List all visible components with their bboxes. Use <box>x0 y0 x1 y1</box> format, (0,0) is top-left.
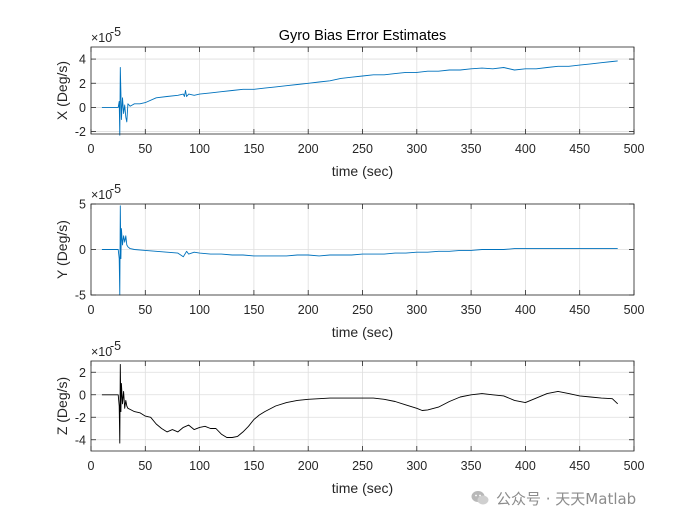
x-tick-label: 400 <box>515 142 536 156</box>
x-tick-label: 400 <box>515 303 536 317</box>
x-tick-label: 50 <box>138 459 152 473</box>
series-line-1 <box>101 60 618 136</box>
x-tick-label: 350 <box>461 459 482 473</box>
y-tick-label: 2 <box>79 366 86 380</box>
x-tick-label: 100 <box>189 459 210 473</box>
exponent-power: -5 <box>110 25 121 39</box>
subplot-3: 0 50 100 150 200 250 300 350 400 450 500 -4 -2 0 2 ×10-… <box>54 339 644 496</box>
y-tick-label: -4 <box>75 433 86 447</box>
x-tick-label: 300 <box>406 142 427 156</box>
y-tick-label: -2 <box>75 125 86 139</box>
wechat-icon <box>471 491 489 505</box>
x-tick-label: 50 <box>138 303 152 317</box>
x-axis-label: time (sec) <box>332 324 393 340</box>
x-tick-label: 450 <box>569 142 590 156</box>
exponent-base: ×10 <box>91 188 112 202</box>
x-tick-label: 0 <box>88 459 95 473</box>
x-tick-label: 500 <box>624 142 645 156</box>
y-tick-label: 5 <box>79 198 86 212</box>
y-tick-label: 2 <box>79 77 86 91</box>
x-tick-label: 100 <box>189 142 210 156</box>
x-tick-label: 400 <box>515 459 536 473</box>
y-tick-label: -5 <box>75 289 86 303</box>
exponent-base: ×10 <box>91 345 112 359</box>
y-axis-label: Z (Deg/s) <box>54 377 70 435</box>
x-tick-label: 150 <box>243 303 264 317</box>
y-tick-label: 0 <box>79 388 86 402</box>
x-tick-label: 100 <box>189 303 210 317</box>
exponent-power: -5 <box>110 339 121 353</box>
x-tick-label: 200 <box>298 459 319 473</box>
y-tick-label: 0 <box>79 101 86 115</box>
x-tick-label: 0 <box>88 142 95 156</box>
y-tick-label: 0 <box>79 243 86 257</box>
x-tick-label: 250 <box>352 303 373 317</box>
series-line-2 <box>101 205 618 296</box>
x-tick-label: 350 <box>461 303 482 317</box>
watermark: 公众号 · 天天Matlab <box>470 487 636 509</box>
x-tick-label: 50 <box>138 142 152 156</box>
x-tick-label: 250 <box>352 459 373 473</box>
x-tick-label: 450 <box>569 303 590 317</box>
x-tick-label: 250 <box>352 142 373 156</box>
x-tick-label: 150 <box>243 142 264 156</box>
series-line-3 <box>101 363 619 444</box>
exponent-power: -5 <box>110 182 121 196</box>
x-tick-label: 200 <box>298 142 319 156</box>
y-tick-label: 4 <box>79 53 86 67</box>
x-axis-label: time (sec) <box>332 480 393 496</box>
x-tick-label: 200 <box>298 303 319 317</box>
exponent-base: ×10 <box>91 31 112 45</box>
x-tick-label: 450 <box>569 459 590 473</box>
watermark-text: 公众号 · 天天Matlab <box>496 489 637 508</box>
x-tick-label: 500 <box>624 459 645 473</box>
y-axis-label: X (Deg/s) <box>54 61 70 120</box>
y-axis-label: Y (Deg/s) <box>54 220 70 279</box>
x-axis-label: time (sec) <box>332 163 393 179</box>
x-tick-label: 500 <box>624 303 645 317</box>
x-tick-label: 300 <box>406 303 427 317</box>
x-tick-label: 300 <box>406 459 427 473</box>
x-tick-label: 150 <box>243 459 264 473</box>
chart-title: Gyro Bias Error Estimates <box>279 28 447 44</box>
y-tick-label: -2 <box>75 411 86 425</box>
subplot-1: 0 50 100 150 200 250 300 350 400 450 500-2024×10-5… <box>54 25 644 179</box>
x-tick-label: 0 <box>88 303 95 317</box>
x-tick-label: 350 <box>461 142 482 156</box>
subplot-2: 0 50 100 150 200 250 300 350 400 450 500-505×10-5t… <box>54 182 644 340</box>
